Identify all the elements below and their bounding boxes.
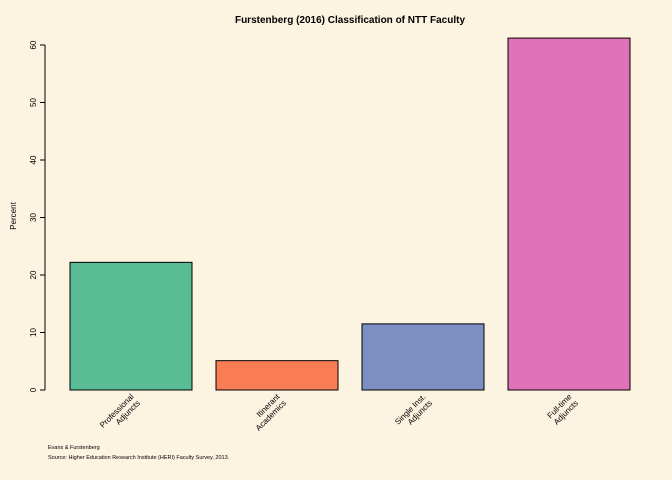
y-tick-label: 60: [29, 40, 38, 49]
category-label: ItinerantAcademics: [248, 392, 289, 433]
bars: [69, 37, 631, 391]
category-labels: ProfessionalAdjuncts ItinerantAcademics Si…: [98, 392, 581, 436]
category-label: ProfessionalAdjuncts: [98, 392, 142, 436]
y-tick-label: 50: [29, 98, 38, 107]
chart-title: Furstenberg (2016) Classification of NTT…: [235, 15, 465, 26]
category-label: Full-timeAdjuncts: [546, 392, 581, 427]
bar: [215, 360, 339, 391]
bar: [507, 37, 631, 391]
y-tick-label: 20: [29, 270, 38, 279]
category-label: Single Inst.Adjuncts: [393, 392, 434, 433]
y-tick-label: 10: [29, 328, 38, 337]
caption-authors: Evans & Furstenberg: [48, 445, 100, 451]
bar: [361, 323, 485, 391]
y-axis: 0 10 20 30 40 50 60: [29, 40, 46, 392]
bar: [69, 261, 193, 391]
y-axis-label: Percent: [9, 201, 18, 229]
y-tick-label: 30: [29, 213, 38, 222]
y-tick-label: 40: [29, 155, 38, 164]
caption-source: Source: Higher Education Research Instit…: [48, 455, 230, 461]
y-tick-label: 0: [29, 387, 38, 392]
